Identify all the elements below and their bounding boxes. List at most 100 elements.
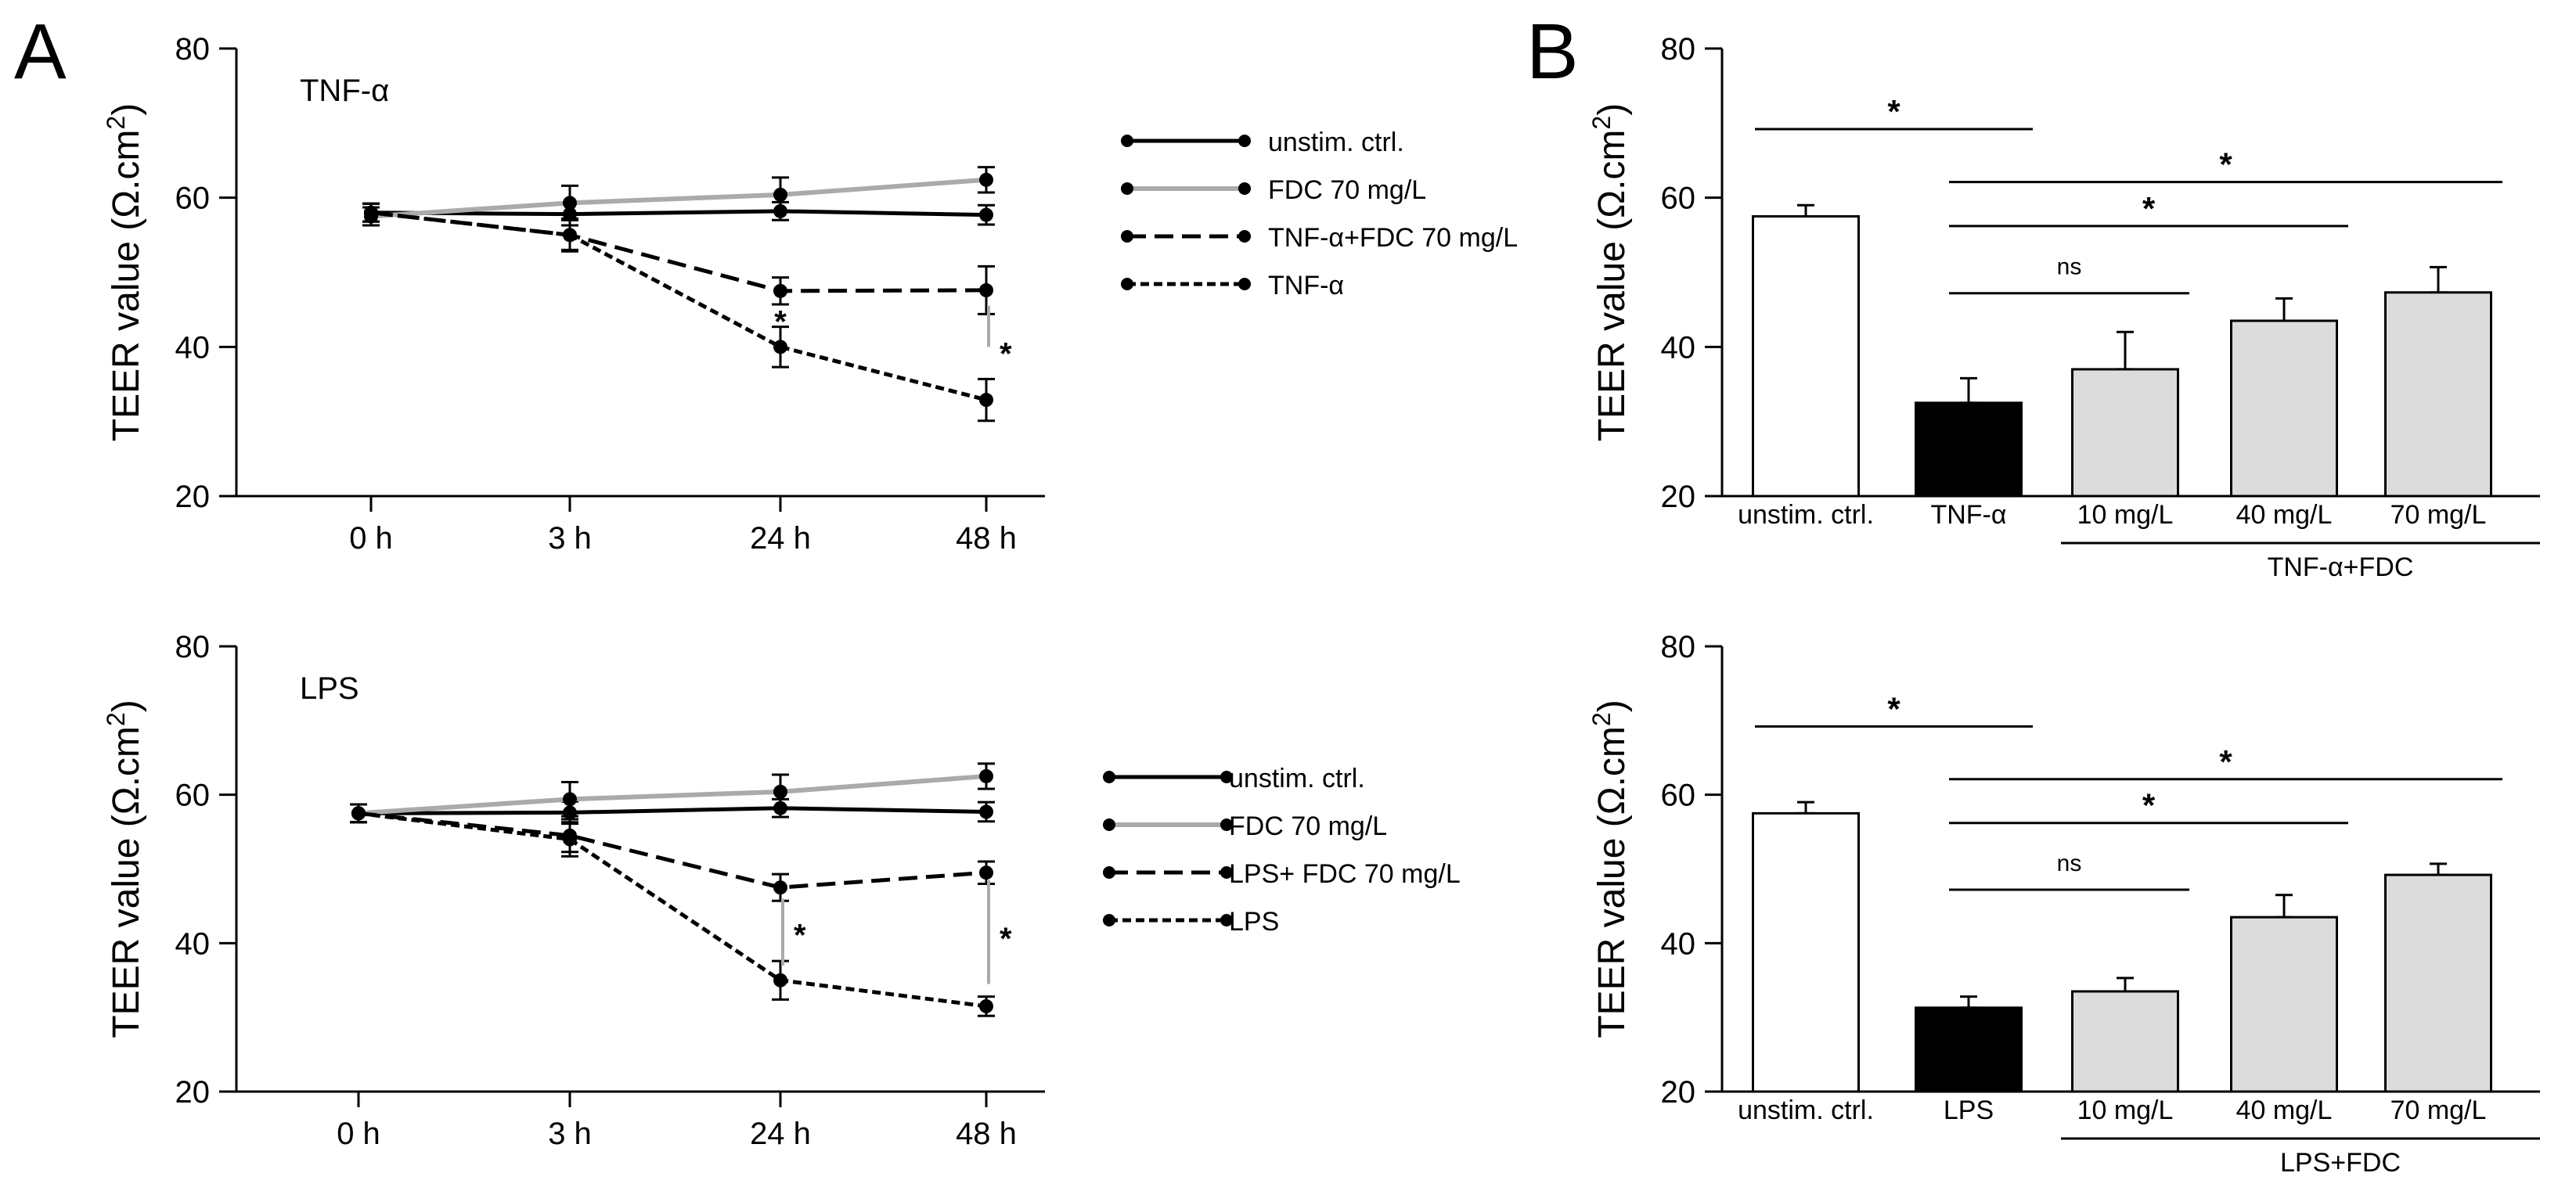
chart-A_top-y-axis-label: TEER value (Ω.cm2) [102, 103, 147, 441]
legend-marker [1220, 914, 1233, 926]
series-3: LPS [350, 803, 1279, 1017]
legend-label: LPS+ FDC 70 mg/L [1229, 859, 1461, 889]
x-tick-label: 40 mg/L [2236, 1095, 2333, 1125]
chart-B_top-y-tick-label: 20 [1661, 480, 1696, 514]
legend-marker [1238, 278, 1251, 290]
bar [1752, 215, 1860, 498]
significance-asterisk: * [2142, 190, 2156, 227]
data-point [979, 393, 993, 408]
chart-title: TNF-α [300, 74, 389, 108]
data-point [773, 880, 787, 895]
data-point [563, 792, 577, 807]
significance-asterisk: * [2219, 743, 2232, 780]
significance-asterisk: * [2142, 787, 2156, 824]
data-point [563, 832, 577, 847]
series-line [370, 209, 987, 218]
bar [2230, 916, 2338, 1093]
x-tick-label: 40 mg/L [2236, 500, 2333, 530]
series-line [370, 210, 987, 293]
chart-B_top-y-tick-label: 60 [1661, 182, 1696, 216]
group-label: TNF-α+FDC [2268, 552, 2414, 582]
series-1: FDC 70 mg/L [362, 166, 1426, 227]
x-tick-label: unstim. ctrl. [1738, 1095, 1874, 1125]
x-tick-label: 70 mg/L [2390, 1095, 2487, 1125]
chart-A_bottom-y-axis-label: TEER value (Ω.cm2) [102, 700, 147, 1038]
chart-A_top-y-tick-label: 40 [175, 330, 211, 365]
series-line [358, 811, 987, 890]
significance-asterisk: * [774, 304, 787, 339]
significance-label: ns [2057, 254, 2082, 280]
legend-marker [1121, 135, 1133, 147]
legend-marker [1121, 230, 1133, 243]
legend-label: unstim. ctrl. [1268, 128, 1404, 157]
bar [2230, 319, 2338, 498]
series-line [358, 811, 987, 1009]
legend-marker [1121, 278, 1133, 290]
series-line [370, 177, 987, 219]
significance-asterisk: * [1000, 922, 1012, 956]
legend-marker [1220, 866, 1233, 879]
legend-label: FDC 70 mg/L [1229, 811, 1387, 841]
bar [2384, 291, 2492, 498]
legend-marker [1220, 818, 1233, 831]
x-tick-label: TNF-α [1930, 500, 2006, 530]
x-tick-label: unstim. ctrl. [1738, 500, 1874, 530]
chart-A_bottom-y-tick-label: 60 [175, 779, 211, 813]
data-point [979, 172, 993, 187]
x-tick-label: 48 h [956, 1117, 1017, 1151]
panel-label-b: B [1526, 8, 1579, 95]
chart-title: LPS [300, 671, 359, 706]
data-point [773, 187, 787, 202]
bar [1915, 401, 2023, 498]
series-line [358, 806, 987, 815]
significance-asterisk: * [1000, 336, 1012, 371]
x-tick-label: LPS [1944, 1095, 1994, 1125]
significance-asterisk: * [1887, 93, 1900, 130]
chart-B_top-y-tick-label: 40 [1661, 330, 1696, 365]
chart-A_bottom-y-tick-label: 40 [175, 926, 211, 961]
data-point [979, 282, 993, 297]
bar [1915, 1006, 2023, 1093]
x-tick-label: 0 h [337, 1117, 380, 1151]
series-2: TNF-α+FDC 70 mg/L [362, 202, 1518, 315]
legend-label: TNF-α+FDC 70 mg/L [1268, 223, 1518, 253]
data-point [563, 196, 577, 210]
x-tick-label: 10 mg/L [2077, 500, 2174, 530]
data-point [773, 784, 787, 799]
data-point [563, 228, 577, 243]
significance-label: ns [2057, 851, 2082, 876]
group-label: LPS+FDC [2280, 1148, 2401, 1178]
chart-A_bottom-y-tick-label: 80 [175, 630, 211, 664]
legend-label: LPS [1229, 907, 1279, 937]
legend-marker [1103, 818, 1115, 831]
data-point [979, 865, 993, 880]
significance-asterisk: * [2219, 146, 2232, 183]
data-point [979, 207, 993, 222]
x-tick-label: 0 h [349, 521, 393, 556]
data-point [979, 768, 993, 783]
chart-B_bottom-y-tick-label: 80 [1661, 630, 1696, 664]
significance-asterisk: * [794, 918, 806, 952]
significance-asterisk: * [1887, 690, 1900, 727]
chart-A_top-y-tick-label: 80 [175, 32, 211, 67]
legend-marker [1103, 914, 1115, 926]
chart-A_bottom: 20 40 60 80 TEER value (Ω.cm2) 0 h 3 h 24 h 48 h… [102, 630, 1461, 1151]
data-point [364, 205, 378, 220]
legend-marker [1238, 230, 1251, 243]
chart-B_top: 20 40 60 80 TEER value (Ω.cm2) unstim. ctrl. T… [1587, 32, 2540, 582]
data-point [773, 340, 787, 354]
legend-marker [1220, 771, 1233, 783]
legend-marker [1103, 771, 1115, 783]
bar [2071, 368, 2179, 498]
legend-marker [1238, 135, 1251, 147]
x-tick-label: 24 h [750, 521, 811, 556]
chart-B_bottom-y-tick-label: 40 [1661, 926, 1696, 961]
chart-B_bottom-y-tick-label: 20 [1661, 1075, 1696, 1110]
legend-marker [1103, 866, 1115, 879]
legend-label: FDC 70 mg/L [1268, 175, 1426, 205]
bar [2071, 990, 2179, 1093]
legend-marker [1238, 182, 1251, 195]
chart-B_bottom-y-axis-label: TEER value (Ω.cm2) [1587, 700, 1633, 1038]
chart-B_bottom-y-tick-label: 60 [1661, 779, 1696, 813]
data-point [979, 804, 993, 819]
